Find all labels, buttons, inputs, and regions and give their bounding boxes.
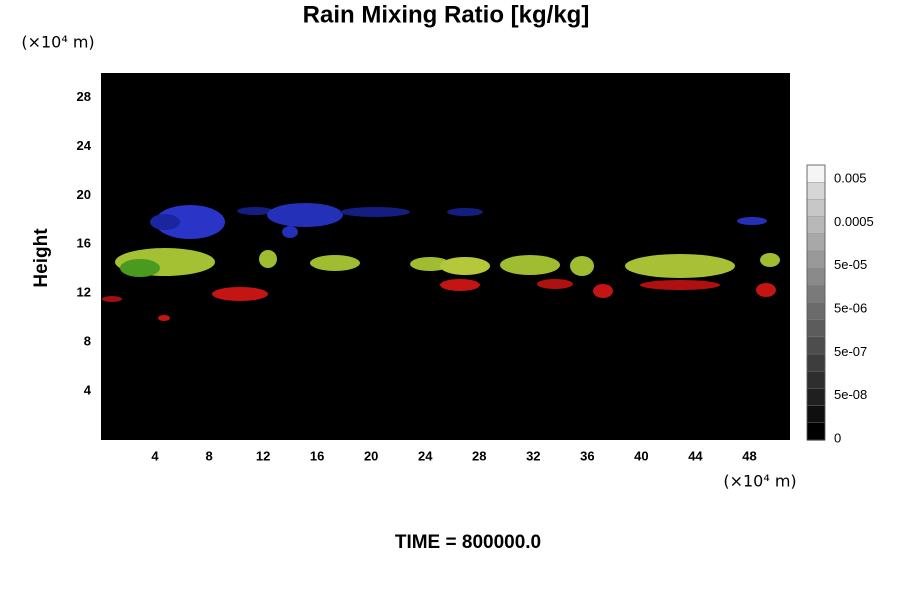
rain-blob [155,205,225,239]
rain-blob [158,315,170,321]
colorbar-tick-label: 5e-06 [834,300,867,315]
x-tick-label: 32 [526,448,540,463]
colorbar-tick-label: 5e-07 [834,344,867,359]
rain-blob [212,287,268,301]
colorbar-step [806,371,826,390]
colorbar-step [806,336,826,355]
rain-blob [440,257,490,275]
colorbar-step [806,353,826,372]
x-tick-label: 44 [688,448,703,463]
colorbar-step [806,267,826,287]
y-unit-label: (×10⁴ m) [21,33,94,52]
x-tick-label: 20 [364,448,378,463]
rain-blob [500,255,560,275]
rain-blob [410,257,450,271]
colorbar-step [806,302,826,321]
colorbar-tick-label: 0 [834,430,841,445]
rain-blob [102,296,122,302]
y-tick-label: 4 [84,383,92,398]
colorbar-step [806,164,826,183]
rain-blob [440,279,480,291]
colorbar-step [806,181,826,201]
colorbar-tick-label: 5e-08 [834,387,867,402]
rain-blob [737,217,767,225]
rain-blob [593,284,613,298]
rain-blob [340,207,410,217]
colorbar-step [806,405,826,424]
x-tick-label: 16 [310,448,324,463]
colorbar-tick-label: 0.0005 [834,214,874,229]
rain-blob [282,226,298,238]
rain-blob [760,253,780,267]
rain-blob [310,255,360,271]
x-tick-label: 36 [580,448,594,463]
colorbar-frame [806,164,826,441]
rain-blob [640,280,720,290]
x-tick-label: 4 [151,448,159,463]
colorbar-step [806,319,826,338]
colorbar-step [806,216,826,235]
x-unit-label: (×10⁴ m) [723,472,796,491]
colorbar-tick-label: 0.005 [834,170,867,185]
y-tick-label: 8 [84,334,91,349]
colorbar-step [806,285,826,304]
y-tick-label: 12 [77,285,91,300]
rain-blob [537,279,573,289]
rain-blob [259,250,277,268]
x-tick-label: 40 [634,448,648,463]
colorbar-step [806,233,826,252]
x-tick-label: 48 [742,448,756,463]
x-tick-label: 28 [472,448,486,463]
rain-volume [102,203,780,321]
rain-blob [120,259,160,277]
rain-blob [237,207,273,215]
time-label: TIME = 800000.0 [395,532,541,553]
colorbar-step [806,199,826,218]
rain-blob [756,283,776,297]
x-tick-label: 12 [256,448,270,463]
rain-blob [447,208,483,216]
rain-blob [267,203,343,227]
y-tick-label: 20 [77,187,91,202]
x-tick-label: 24 [418,448,433,463]
y-axis-label: Height [31,228,52,288]
colorbar-step [806,388,826,407]
colorbar-step [806,422,826,441]
y-tick-label: 16 [77,236,91,251]
rain-blob [150,214,180,230]
y-tick-label: 24 [77,138,92,153]
colorbar-step [806,250,826,269]
rain-blob [570,256,594,276]
y-tick-label: 28 [77,89,91,104]
chart-title: Rain Mixing Ratio [kg/kg] [303,1,590,28]
colorbar-tick-label: 5e-05 [834,257,867,272]
rain-blob [625,254,735,278]
x-tick-label: 8 [205,448,212,463]
